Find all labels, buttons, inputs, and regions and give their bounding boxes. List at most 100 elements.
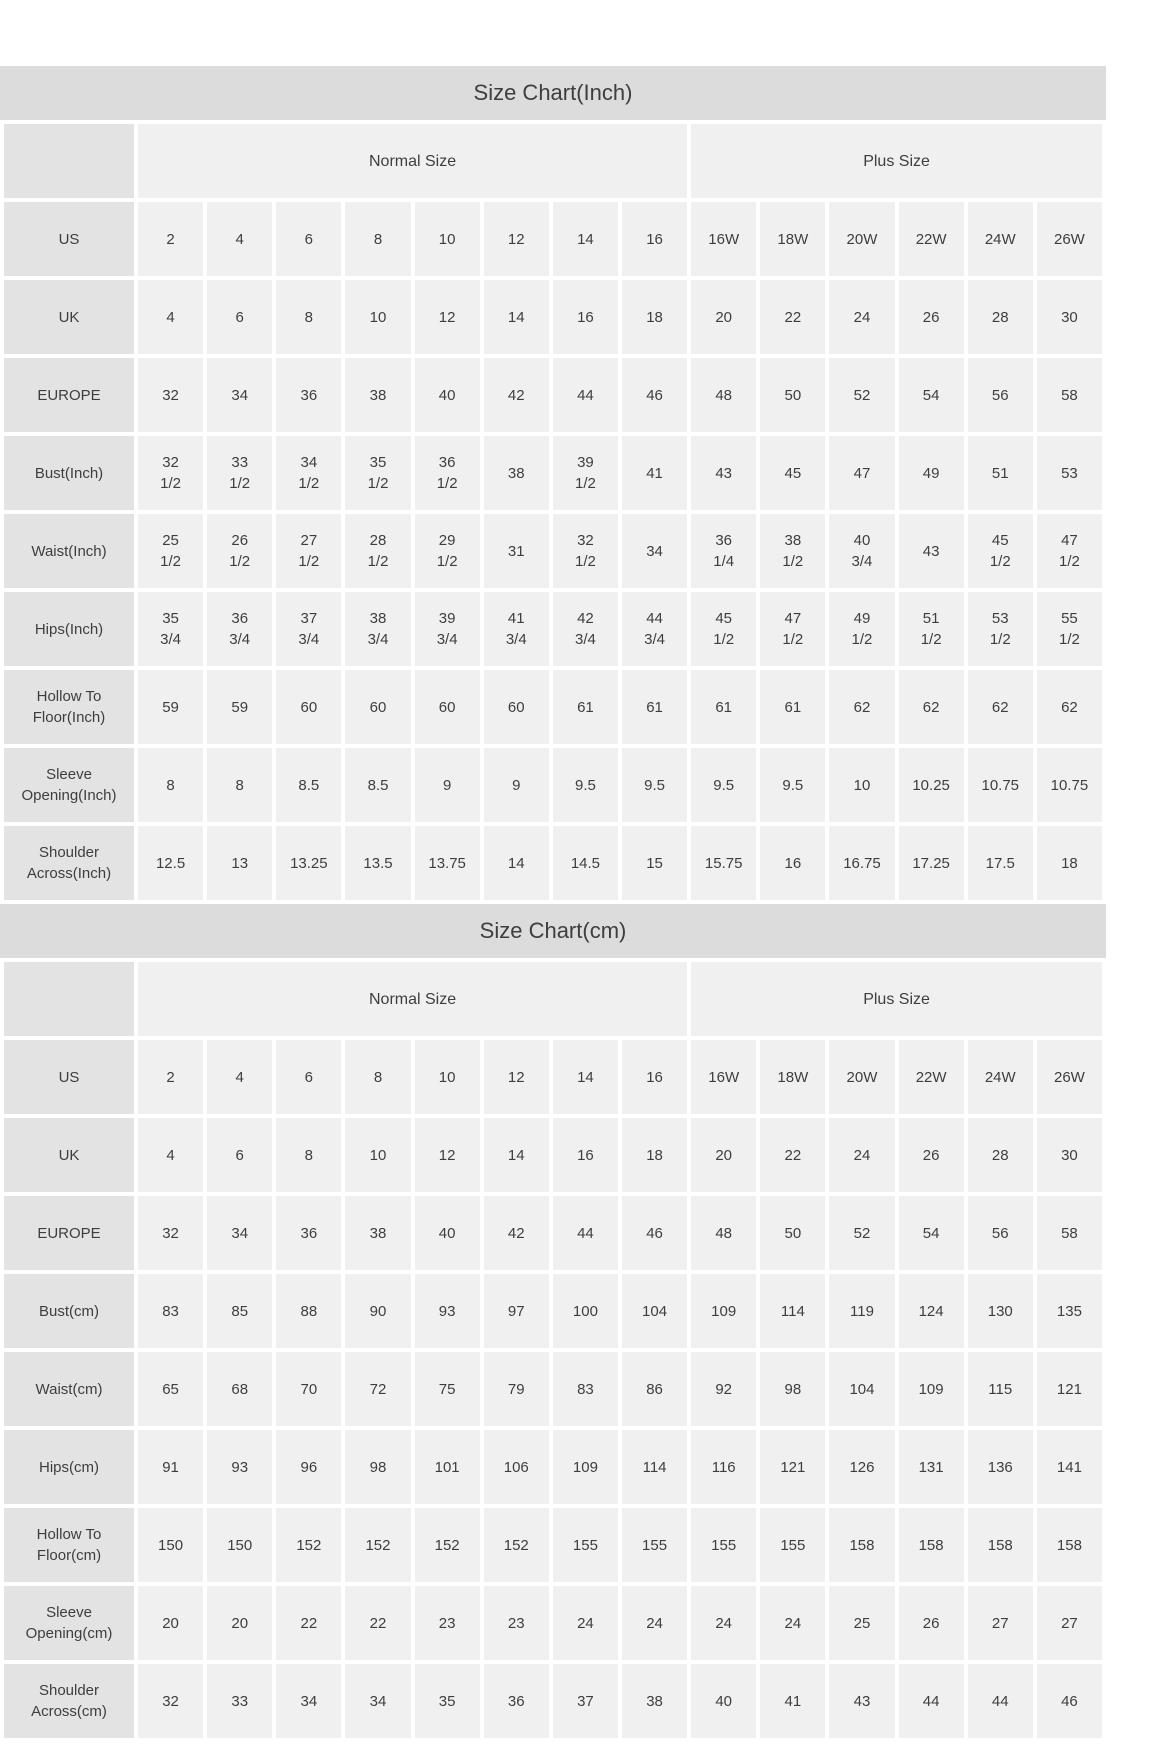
size-cell: 126 [829,1430,895,1504]
size-cell: 35 3/4 [138,592,204,666]
size-cell: 44 [967,1664,1033,1738]
size-cell: 136 [967,1430,1033,1504]
size-cell: 35 [414,1664,480,1738]
size-chart-inch-section: Size Chart(Inch) Normal Size Plus Size US 2… [0,66,1106,904]
size-cell: 10.75 [1036,748,1102,822]
size-cell: 20 [138,1586,204,1660]
size-cell: 14 [552,1040,618,1114]
size-chart-cm-table: Normal Size Plus Size US 2 4 6 8 10 12 14 16 16W 18W… [0,958,1106,1742]
size-cell: 13.5 [345,826,411,900]
size-cell: 68 [207,1352,273,1426]
table-row: Hollow To Floor(cm) 150 150 152 152 152 152 155… [4,1508,1102,1582]
size-cell: 96 [276,1430,342,1504]
table-row: Sleeve Opening(Inch) 8 8 8.5 8.5 9 9 9.5 9.5 9.5 9… [4,748,1102,822]
size-cell: 114 [621,1430,688,1504]
size-cell: 51 [967,436,1033,510]
size-cell: 42 [483,358,549,432]
size-cell: 79 [483,1352,549,1426]
size-cell: 35 1/2 [345,436,411,510]
size-cell: 155 [621,1508,688,1582]
size-cell: 43 [691,436,757,510]
size-cell: 16W [691,202,757,276]
size-cell: 24W [967,1040,1033,1114]
size-cell: 20 [691,280,757,354]
size-cell: 22 [276,1586,342,1660]
size-cell: 16 [760,826,826,900]
size-cell: 23 [414,1586,480,1660]
size-cell: 23 [483,1586,549,1660]
size-cell: 4 [138,280,204,354]
size-cell: 36 1/4 [691,514,757,588]
table-row: US 2 4 6 8 10 12 14 16 16W 18W 20W 22W 24W 26W [4,1040,1102,1114]
size-cell: 61 [552,670,618,744]
size-cell: 60 [414,670,480,744]
size-cell: 36 [276,358,342,432]
size-cell: 37 3/4 [276,592,342,666]
size-cell: 60 [483,670,549,744]
size-cell: 97 [483,1274,549,1348]
size-cell: 34 [207,1196,273,1270]
size-cell: 34 [621,514,688,588]
size-cell: 8 [345,1040,411,1114]
size-cell: 15 [621,826,688,900]
size-cell: 62 [967,670,1033,744]
size-cell: 44 [552,1196,618,1270]
row-label: Hips(Inch) [4,592,134,666]
size-chart-inch-title: Size Chart(Inch) [0,66,1106,120]
size-cell: 32 [138,358,204,432]
size-cell: 16 [552,280,618,354]
row-label: Hollow To Floor(Inch) [4,670,134,744]
size-cell: 4 [207,1040,273,1114]
size-cell: 83 [138,1274,204,1348]
size-cell: 9.5 [552,748,618,822]
size-cell: 152 [483,1508,549,1582]
size-cell: 44 3/4 [621,592,688,666]
size-cell: 2 [138,202,204,276]
size-cell: 130 [967,1274,1033,1348]
table-row: Shoulder Across(Inch) 12.5 13 13.25 13.5 13.7… [4,826,1102,900]
size-cell: 24 [552,1586,618,1660]
size-cell: 86 [621,1352,688,1426]
size-cell: 158 [1036,1508,1102,1582]
size-cell: 16 [552,1118,618,1192]
size-cell: 124 [898,1274,964,1348]
size-cell: 47 [829,436,895,510]
size-cell: 90 [345,1274,411,1348]
size-cell: 34 1/2 [276,436,342,510]
size-cell: 8.5 [345,748,411,822]
size-cell: 114 [760,1274,826,1348]
size-cell: 45 1/2 [967,514,1033,588]
row-label: EUROPE [4,1196,134,1270]
size-cell: 38 3/4 [345,592,411,666]
size-cell: 43 [829,1664,895,1738]
size-group-header: Plus Size [691,962,1102,1036]
size-cell: 10.25 [898,748,964,822]
size-cell: 91 [138,1430,204,1504]
size-cell: 9.5 [691,748,757,822]
size-cell: 155 [691,1508,757,1582]
size-cell: 24 [621,1586,688,1660]
size-cell: 88 [276,1274,342,1348]
size-cell: 41 [621,436,688,510]
size-cell: 59 [207,670,273,744]
size-cell: 45 1/2 [691,592,757,666]
size-cell: 28 [967,280,1033,354]
size-cell: 27 [1036,1586,1102,1660]
size-cell: 4 [138,1118,204,1192]
size-cell: 98 [760,1352,826,1426]
size-cell: 8 [138,748,204,822]
size-cell: 41 [760,1664,826,1738]
size-cell: 61 [691,670,757,744]
size-cell: 10 [414,1040,480,1114]
size-cell: 9 [483,748,549,822]
size-cell: 36 [483,1664,549,1738]
size-cell: 38 [345,358,411,432]
size-cell: 14 [483,826,549,900]
size-cell: 152 [276,1508,342,1582]
size-cell: 106 [483,1430,549,1504]
size-cell: 26 1/2 [207,514,273,588]
size-cell: 6 [276,202,342,276]
size-cell: 40 [414,358,480,432]
row-label: UK [4,1118,134,1192]
size-cell: 42 [483,1196,549,1270]
